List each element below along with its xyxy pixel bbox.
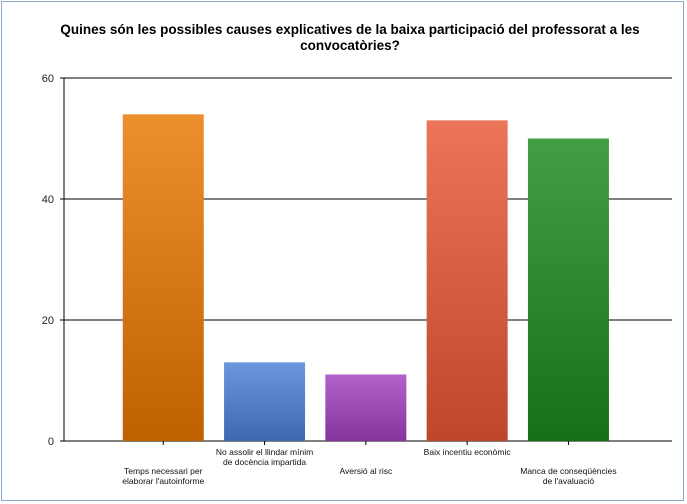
x-tick-label: No assolir el llindar mínim de docència i… xyxy=(216,447,313,467)
x-tick-label: Baix incentiu econòmic xyxy=(424,447,512,457)
bar xyxy=(325,374,407,441)
bar xyxy=(122,114,204,442)
y-tick-label: 40 xyxy=(42,194,54,206)
bar xyxy=(224,362,306,441)
y-tick-label: 20 xyxy=(42,315,54,327)
x-tick-label: Aversió al risc xyxy=(339,466,392,476)
bar xyxy=(426,120,508,441)
bar xyxy=(527,138,609,441)
x-tick-label: Temps necessari per elaborar l'autoinform… xyxy=(122,466,204,486)
y-tick-label: 0 xyxy=(48,436,54,448)
labels: 0 20 40 60 Temps necessari per elaborar l'aut… xyxy=(42,73,617,486)
x-tick-label: Manca de conseqüències de l'avaluació xyxy=(520,466,616,486)
bars xyxy=(122,114,609,442)
chart-title: Quines són les possibles causes explicat… xyxy=(60,22,640,53)
y-tick-label: 60 xyxy=(42,73,54,85)
